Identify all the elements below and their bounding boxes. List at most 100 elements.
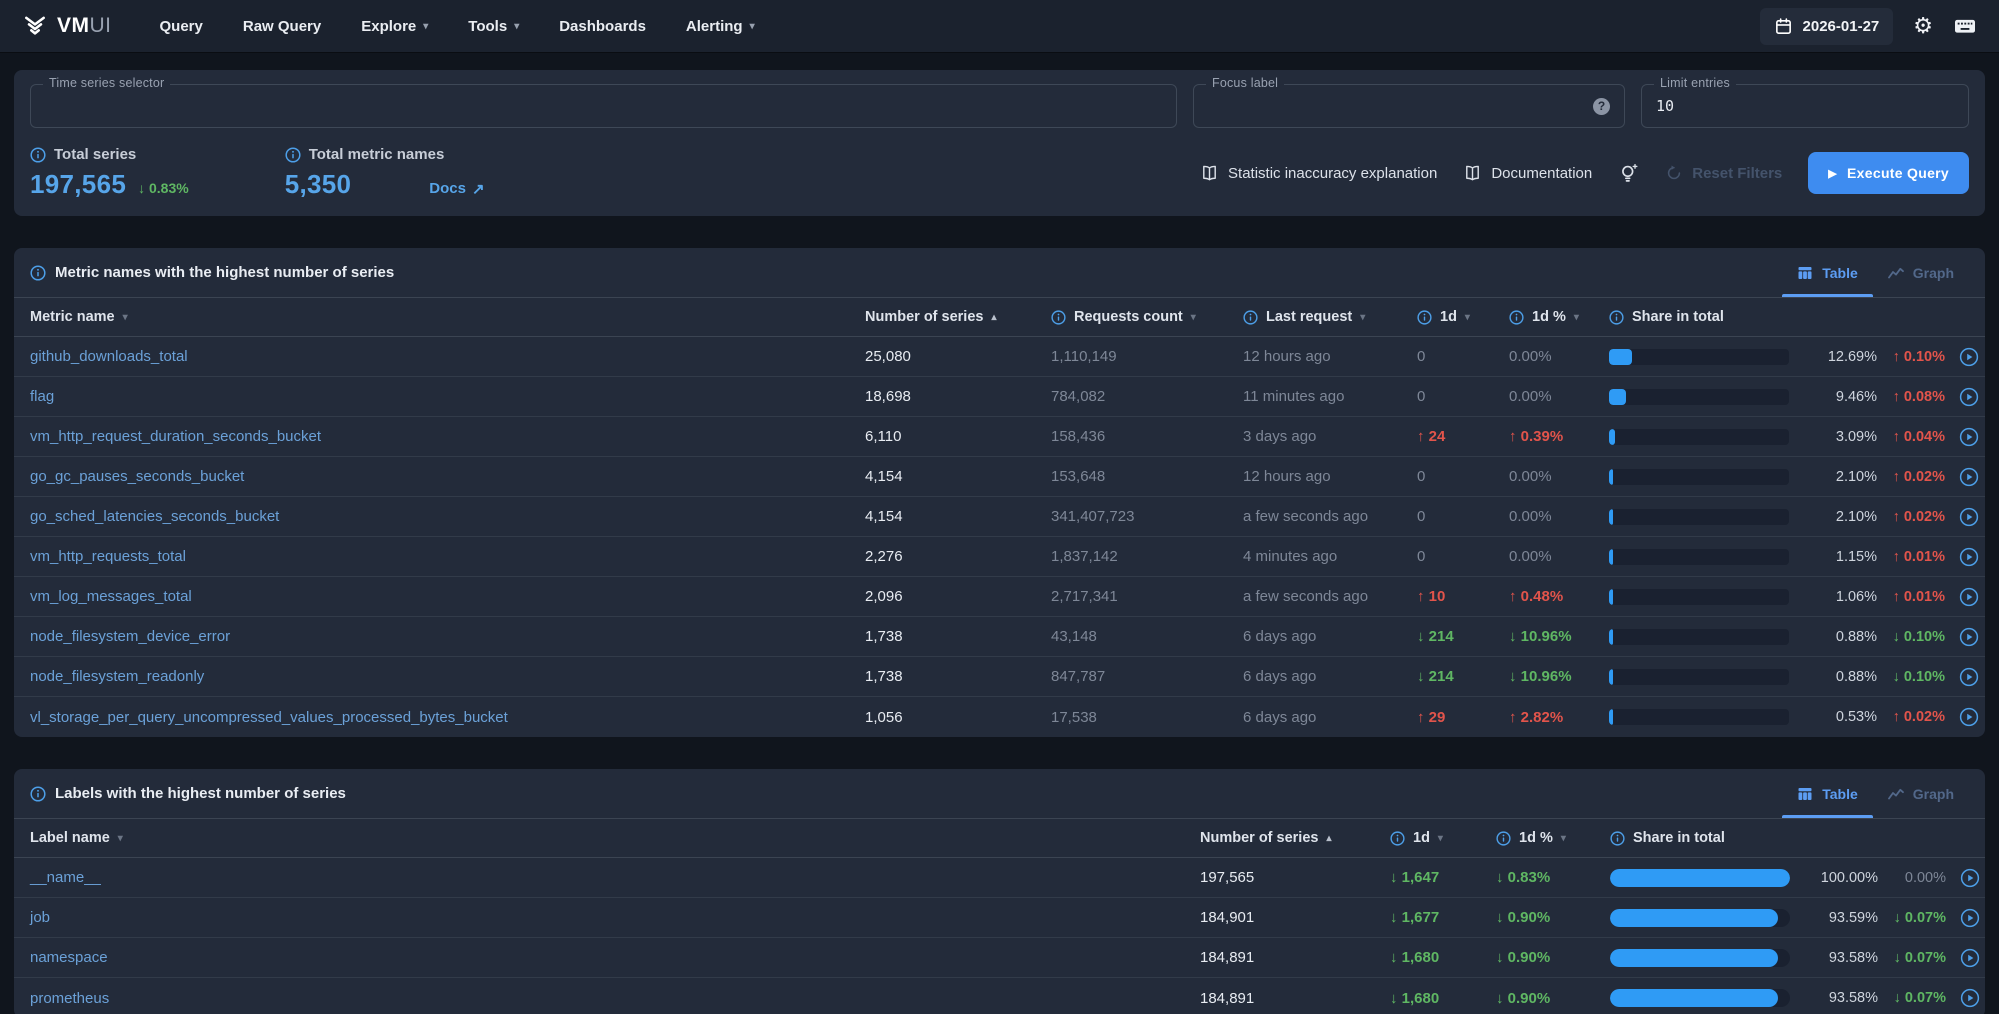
metric-name-link[interactable]: vl_storage_per_query_uncompressed_values… (30, 708, 508, 726)
tab-graph[interactable]: Graph (1873, 248, 1969, 297)
col-1d[interactable]: 1d ▾ (1417, 309, 1509, 325)
requests-count: 2,717,341 (1051, 588, 1118, 605)
documentation-button[interactable]: Documentation (1463, 164, 1592, 183)
date-picker-button[interactable]: 2026-01-27 (1759, 7, 1894, 45)
nav-item-explore[interactable]: Explore ▾ (361, 18, 428, 35)
metric-name-link[interactable]: node_filesystem_readonly (30, 668, 205, 685)
play-circle-icon[interactable] (1959, 587, 1979, 607)
total-metric-names-label: Total metric names (285, 146, 485, 163)
col-requests-count[interactable]: Requests count ▾ (1051, 309, 1243, 325)
nav-item-alerting[interactable]: Alerting ▾ (686, 18, 755, 35)
col-number-of-series[interactable]: Number of series ▴ (865, 309, 1051, 325)
nav-label: Explore (361, 17, 417, 35)
metric-name-link[interactable]: node_filesystem_device_error (30, 628, 231, 645)
execute-query-button[interactable]: ▶ Execute Query (1808, 152, 1969, 194)
keyboard-icon (1953, 16, 1977, 36)
last-request: 6 days ago (1243, 628, 1317, 645)
play-circle-icon[interactable] (1960, 988, 1980, 1008)
play-circle-icon[interactable] (1959, 507, 1979, 527)
total-series-label: Total series (30, 146, 189, 163)
share-bar (1609, 428, 1789, 445)
metric-name-link[interactable]: go_gc_pauses_seconds_bucket (30, 468, 245, 485)
info-icon[interactable] (30, 147, 46, 163)
statistic-inaccuracy-button[interactable]: Statistic inaccuracy explanation (1200, 164, 1437, 183)
metric-name-link[interactable]: go_sched_latencies_seconds_bucket (30, 508, 280, 525)
requests-count: 17,538 (1051, 708, 1097, 726)
col-label-name[interactable]: Label name ▾ (30, 830, 1200, 846)
col-label: Share in total (1633, 830, 1725, 846)
nav-label: Dashboards (559, 17, 646, 35)
book-icon (1200, 164, 1219, 183)
1d-percent-change: 0.00% (1509, 468, 1552, 485)
info-icon (1051, 310, 1066, 325)
reset-icon (1665, 164, 1683, 182)
metric-name-link[interactable]: flag (30, 388, 55, 405)
shortcuts-button[interactable] (1953, 16, 1977, 36)
col-1d-percent[interactable]: 1d % ▾ (1496, 830, 1610, 846)
limit-entries-field: Limit entries (1641, 76, 1969, 128)
limit-entries-input[interactable] (1656, 97, 1954, 115)
col-share-in-total[interactable]: Share in total (1610, 830, 1969, 846)
info-icon[interactable] (285, 147, 301, 163)
tab-table[interactable]: Table (1782, 248, 1873, 297)
time-series-selector-input[interactable] (45, 97, 1162, 115)
play-circle-icon[interactable] (1959, 347, 1979, 367)
nav-item-tools[interactable]: Tools ▾ (468, 18, 519, 35)
focus-label-input[interactable] (1208, 97, 1593, 115)
sort-icon: ▾ (1437, 832, 1443, 844)
label-name-link[interactable]: namespace (30, 949, 108, 966)
play-circle-icon[interactable] (1959, 707, 1979, 727)
metric-name-link[interactable]: vm_http_requests_total (30, 548, 186, 565)
label-name-link[interactable]: prometheus (30, 989, 110, 1007)
col-1d[interactable]: 1d ▾ (1390, 830, 1496, 846)
play-circle-icon[interactable] (1960, 908, 1980, 928)
total-metric-names-stat: Total metric names 5,350 Docs ↗ (285, 146, 485, 200)
info-icon[interactable] (30, 265, 46, 281)
table-icon (1797, 265, 1813, 281)
reset-filters-button[interactable]: Reset Filters (1665, 164, 1782, 182)
play-circle-icon[interactable] (1959, 467, 1979, 487)
tab-table[interactable]: Table (1782, 769, 1873, 818)
col-metric-name[interactable]: Metric name ▾ (30, 309, 865, 325)
share-in-total-cell: 100.00% 0.00% (1610, 868, 1980, 888)
tab-graph[interactable]: Graph (1873, 769, 1969, 818)
play-circle-icon[interactable] (1959, 627, 1979, 647)
help-icon[interactable]: ? (1593, 97, 1610, 115)
play-circle-icon[interactable] (1960, 868, 1980, 888)
nav-label: Query (159, 17, 203, 35)
nav-item-dashboards[interactable]: Dashboards (559, 18, 646, 35)
table-row: flag 18,698 784,082 11 minutes ago 0 0.0… (14, 377, 1985, 417)
docs-link[interactable]: Docs ↗ (429, 180, 484, 198)
play-circle-icon[interactable] (1959, 667, 1979, 687)
metric-name-link[interactable]: vm_log_messages_total (30, 588, 192, 605)
requests-count: 1,110,149 (1051, 348, 1117, 365)
metric-name-link[interactable]: github_downloads_total (30, 348, 188, 365)
settings-button[interactable]: ⚙ (1913, 15, 1933, 37)
label-name-link[interactable]: __name__ (30, 869, 101, 886)
play-circle-icon[interactable] (1959, 547, 1979, 567)
share-percent: 2.10% (1835, 508, 1877, 525)
play-circle-icon[interactable] (1959, 427, 1979, 447)
col-last-request[interactable]: Last request ▾ (1243, 309, 1417, 325)
nav-item-query[interactable]: Query (160, 18, 203, 35)
chevron-down-icon: ▾ (749, 20, 755, 32)
metric-name-link[interactable]: vm_http_request_duration_seconds_bucket (30, 428, 322, 445)
stat-label-text: Total series (54, 146, 137, 163)
col-number-of-series[interactable]: Number of series ▴ (1200, 830, 1390, 846)
section-header: Labels with the highest number of series… (14, 769, 1985, 818)
col-share-in-total[interactable]: Share in total (1609, 309, 1969, 325)
share-percent: 93.58% (1828, 990, 1878, 1006)
table-row: go_gc_pauses_seconds_bucket 4,154 153,64… (14, 457, 1985, 497)
share-bar (1609, 588, 1789, 605)
label-name-link[interactable]: job (30, 909, 51, 926)
info-icon[interactable] (30, 786, 46, 802)
cardinality-filter-panel: Time series selector Focus label ? Limit… (14, 70, 1985, 216)
play-circle-icon[interactable] (1959, 387, 1979, 407)
col-1d-percent[interactable]: 1d % ▾ (1509, 309, 1609, 325)
tips-button[interactable] (1618, 163, 1639, 184)
play-circle-icon[interactable] (1960, 948, 1980, 968)
vmui-logo[interactable]: VMUI (22, 13, 112, 39)
brand-light: UI (89, 14, 112, 37)
nav-item-raw-query[interactable]: Raw Query (243, 18, 321, 35)
share-bar-fill (1610, 868, 1790, 887)
